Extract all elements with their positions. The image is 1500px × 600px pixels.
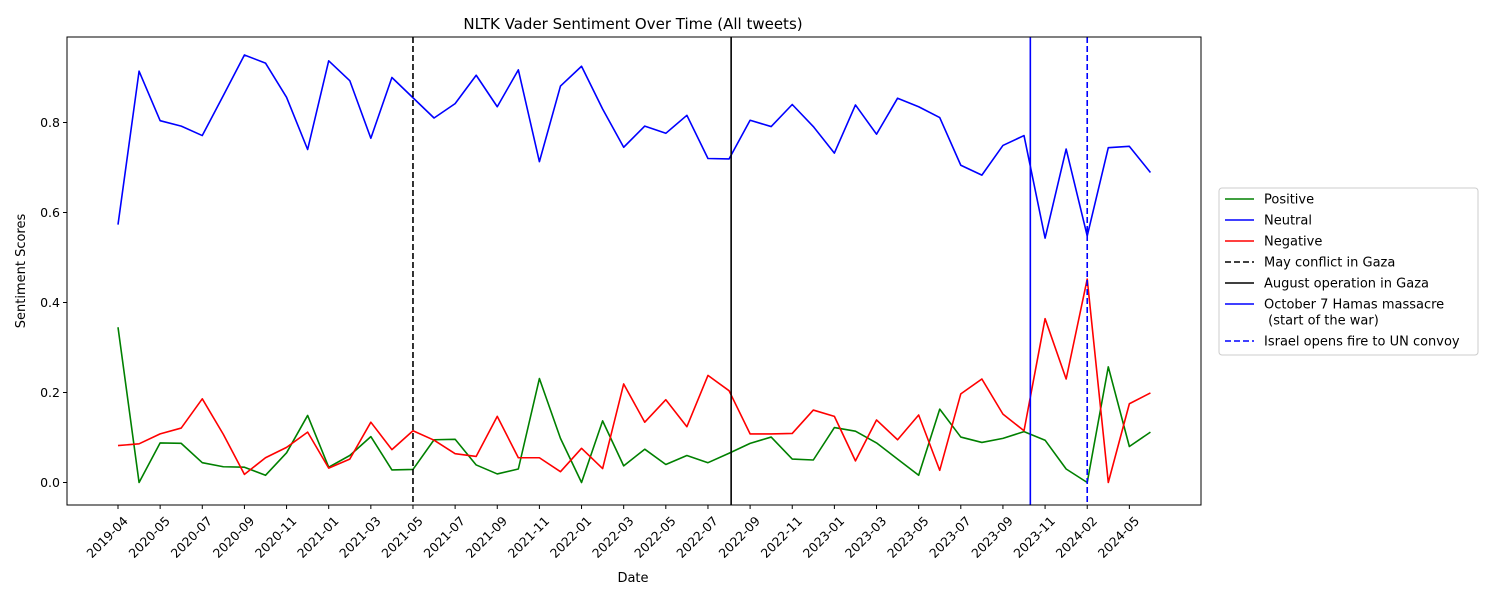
x-tick-label: 2022-07	[673, 513, 721, 561]
x-tick-label: 2019-04	[83, 513, 131, 561]
x-tick-label: 2020-05	[126, 513, 174, 561]
legend: Positive Neutral Negative May conflict in G…	[1218, 187, 1479, 356]
legend-label: Israel opens fire to UN convoy	[1264, 335, 1460, 350]
x-tick-label: 2023-07	[926, 513, 974, 561]
legend-label-line: (start of the war)	[1264, 314, 1379, 329]
legend-label-line: August operation in Gaza	[1264, 277, 1429, 292]
series-line-positive	[117, 327, 1151, 484]
legend-label: Positive	[1264, 193, 1314, 208]
x-tick-label: 2022-03	[589, 513, 637, 561]
x-tick-label: 2023-05	[884, 513, 932, 561]
x-tick-label: 2021-09	[463, 513, 511, 561]
legend-label-line: October 7 Hamas massacre	[1264, 298, 1444, 313]
x-axis-ticks: 2019-042020-052020-072020-092020-112021-…	[83, 505, 1142, 561]
x-tick-label: 2023-11	[1010, 513, 1058, 561]
chart-title: NLTK Vader Sentiment Over Time (All twee…	[463, 15, 802, 33]
x-tick-label: 2021-07	[420, 513, 468, 561]
x-tick-label: 2021-05	[378, 513, 426, 561]
y-tick-label: 0.6	[40, 205, 60, 220]
legend-label-line: Negative	[1264, 235, 1322, 250]
x-axis-title: Date	[617, 571, 648, 586]
x-tick-label: 2022-11	[758, 513, 806, 561]
x-tick-label: 2023-01	[800, 513, 848, 561]
legend-label: Neutral	[1264, 214, 1312, 229]
legend-label: May conflict in Gaza	[1264, 256, 1395, 271]
series-line-neutral	[117, 54, 1152, 239]
x-tick-label: 2022-09	[715, 513, 763, 561]
x-tick-label: 2024-05	[1095, 513, 1143, 561]
legend-label-line: Positive	[1264, 193, 1314, 208]
legend-label: Negative	[1264, 235, 1322, 250]
x-tick-label: 2022-05	[631, 513, 679, 561]
y-tick-label: 0.4	[40, 295, 60, 310]
plot-frame	[66, 36, 1202, 506]
y-tick-label: 0.0	[40, 475, 60, 490]
y-axis-ticks: 0.0 0.2 0.4 0.6 0.8	[40, 115, 67, 490]
x-tick-label: 2020-09	[210, 513, 258, 561]
legend-label-line: Israel opens fire to UN convoy	[1264, 335, 1460, 350]
series-line-negative	[117, 278, 1151, 484]
x-tick-label: 2020-07	[168, 513, 216, 561]
y-tick-label: 0.2	[40, 385, 60, 400]
x-tick-label: 2023-09	[968, 513, 1016, 561]
legend-label-line: Neutral	[1264, 214, 1312, 229]
x-tick-label: 2021-03	[336, 513, 384, 561]
x-tick-label: 2021-01	[294, 513, 342, 561]
x-tick-label: 2020-11	[252, 513, 300, 561]
legend-label: October 7 Hamas massacre (start of the w…	[1264, 298, 1444, 329]
plot-content	[117, 37, 1152, 505]
legend-label-line: May conflict in Gaza	[1264, 256, 1395, 271]
y-tick-label: 0.8	[40, 115, 60, 130]
x-tick-label: 2022-01	[547, 513, 595, 561]
legend-label: August operation in Gaza	[1264, 277, 1429, 292]
x-tick-label: 2024-02	[1053, 513, 1101, 561]
x-tick-label: 2023-03	[842, 513, 890, 561]
x-tick-label: 2021-11	[505, 513, 553, 561]
y-axis-title: Sentiment Scores	[14, 214, 29, 329]
legend-box	[1218, 187, 1479, 356]
